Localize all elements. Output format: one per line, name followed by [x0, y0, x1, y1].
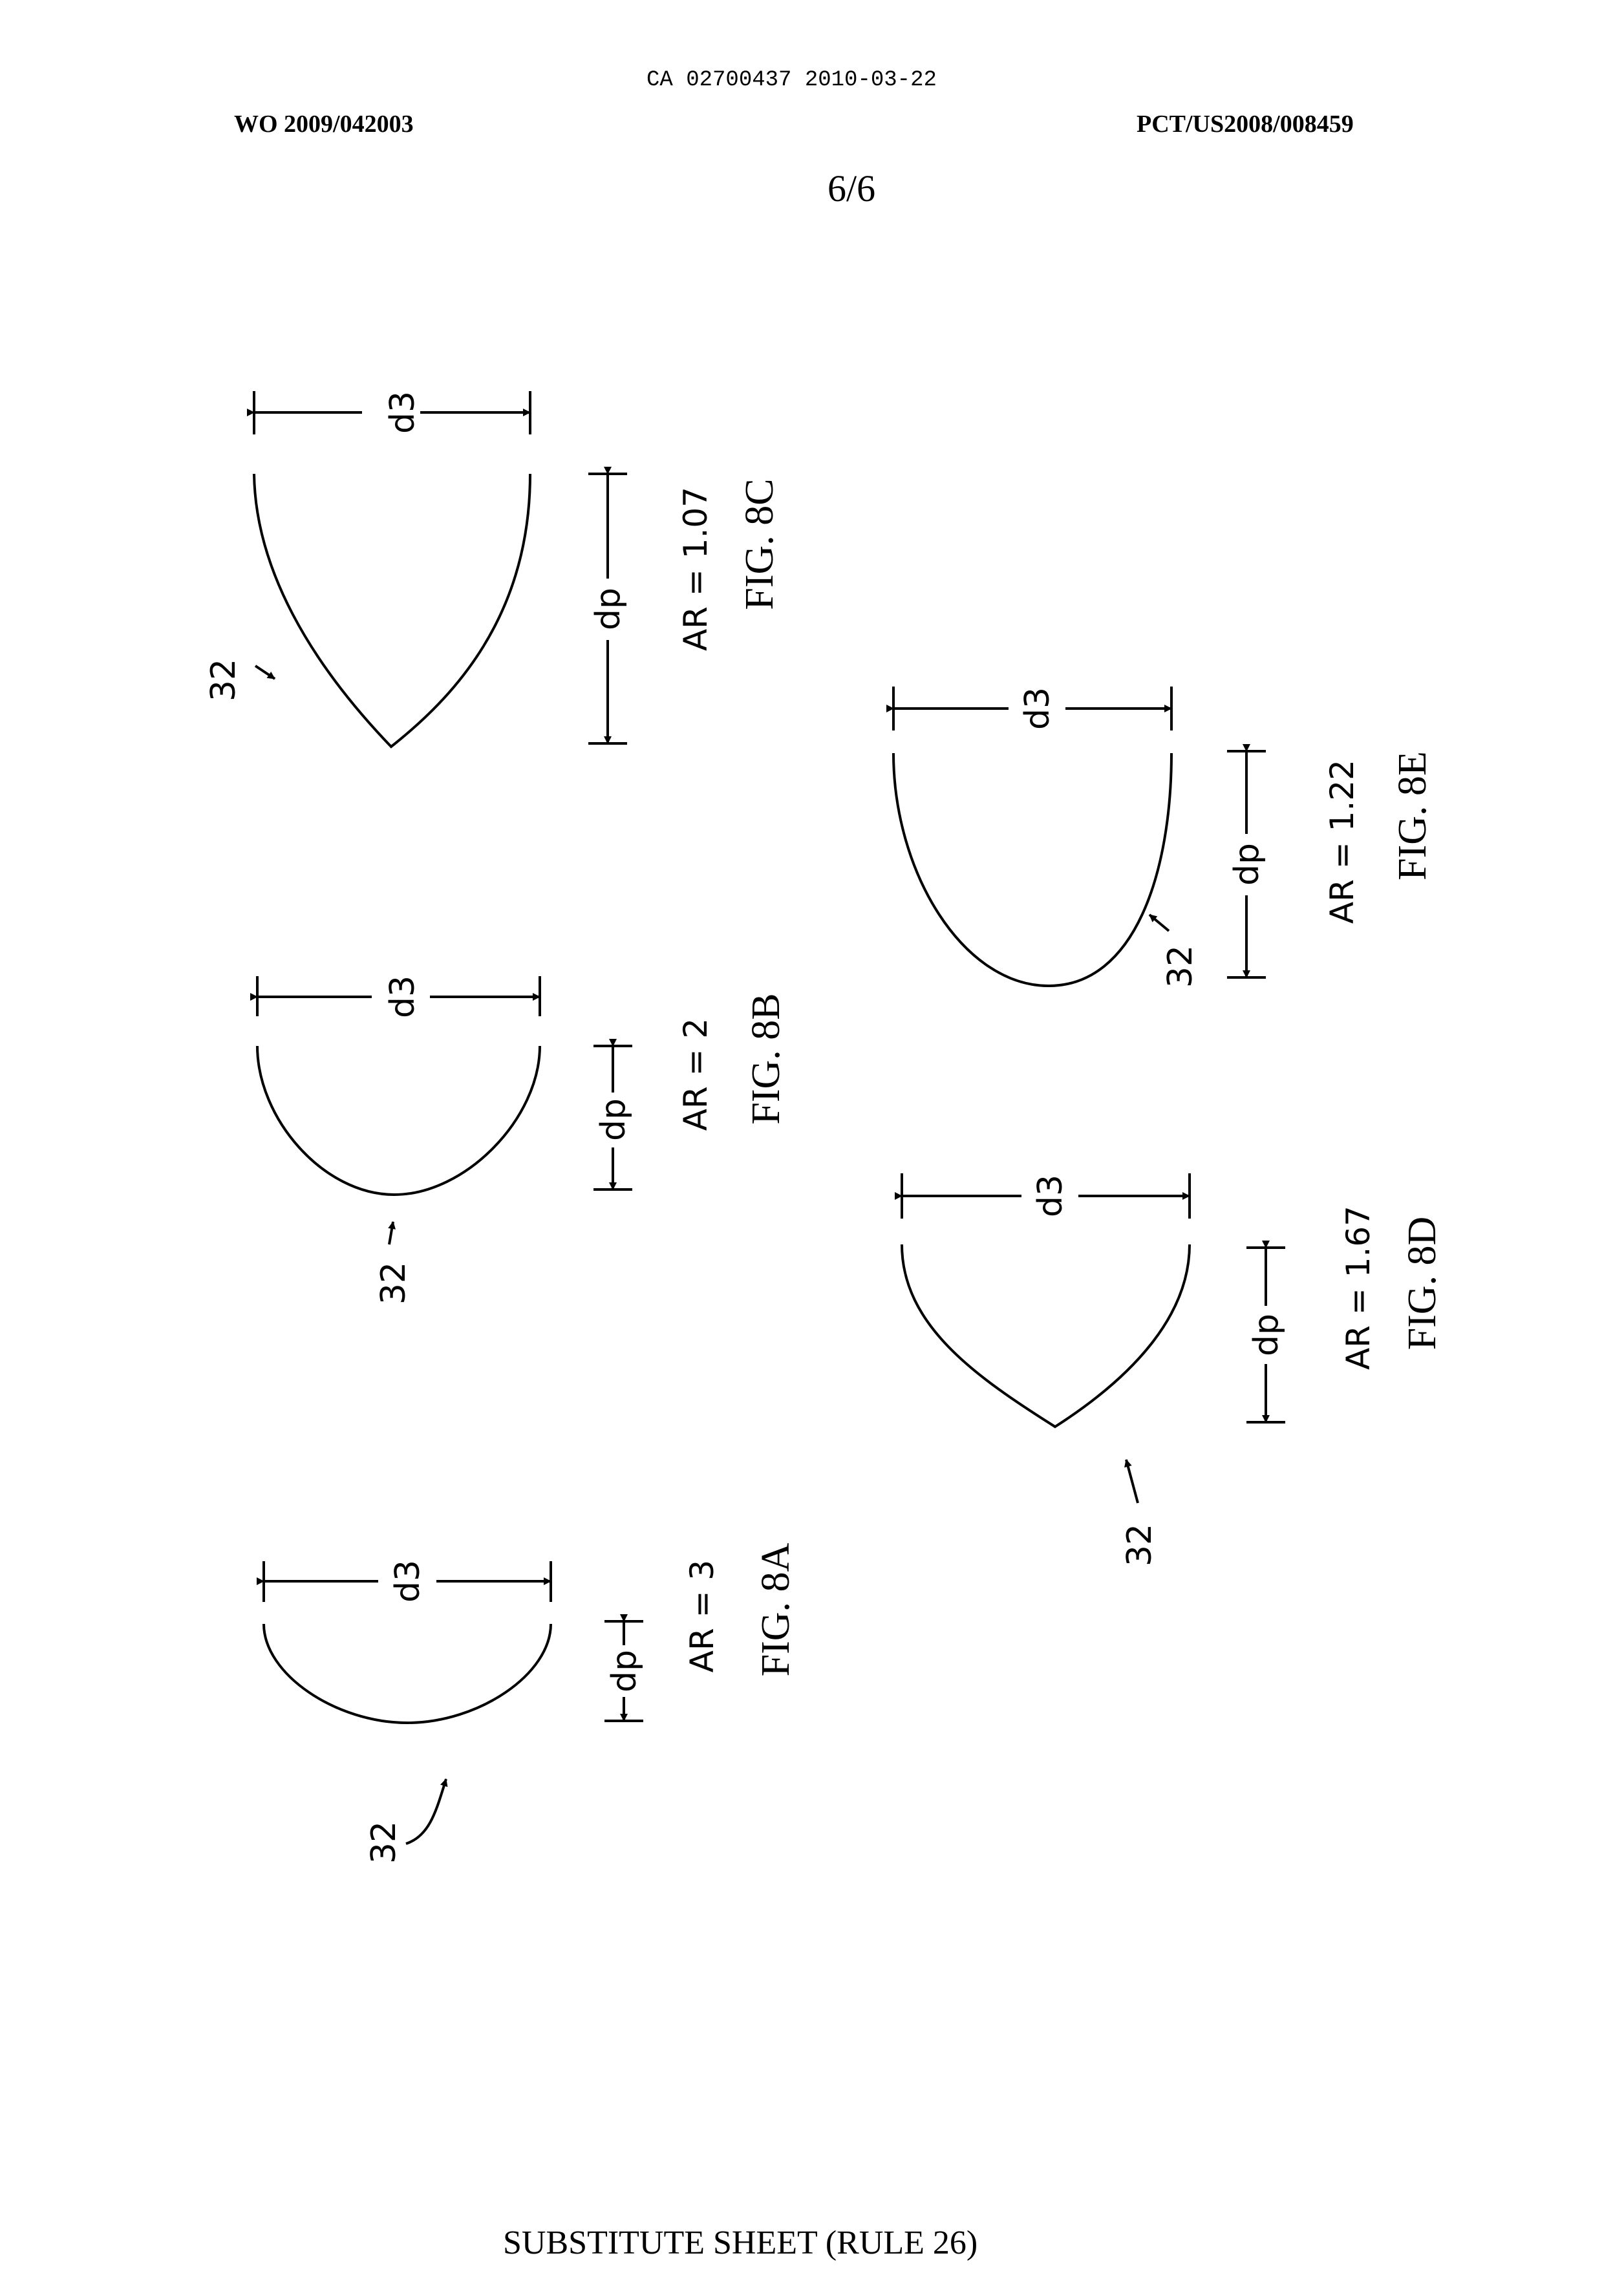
fig-8d-ogive-profile — [902, 1244, 1190, 1427]
fig-8d-labels: d3 dp 32 AR = 1.67 FIG. 8D — [1031, 1175, 1444, 1566]
fig-8a-labels: d3 dp 32 AR = 3 FIG. 8A — [365, 1542, 798, 1864]
fig-8e-width-label: d3 — [1018, 687, 1057, 730]
fig-8c-labels: d3 dp 32 AR = 1.07 FIG. 8C — [204, 391, 782, 701]
fig-8d-aspect-ratio: AR = 1.67 — [1340, 1206, 1377, 1370]
figure-8d — [902, 1173, 1285, 1503]
fig-8c-ogive-profile — [254, 474, 530, 747]
fig-8a-ref-numeral: 32 — [365, 1821, 403, 1864]
fig-8c-depth-label: dp — [589, 588, 628, 630]
fig-8b-labels: d3 dp 32 AR = 2 FIG. 8B — [374, 976, 788, 1305]
fig-8a-width-label: d3 — [389, 1560, 427, 1603]
fig-8a-title: FIG. 8A — [754, 1542, 798, 1676]
fig-8b-profile — [257, 1046, 540, 1195]
fig-8b-width-label: d3 — [383, 976, 422, 1018]
fig-8c-ref-numeral: 32 — [204, 659, 243, 701]
fig-8a-depth-label: dp — [605, 1650, 644, 1692]
fig-8e-profile — [893, 753, 1171, 986]
fig-8d-title: FIG. 8D — [1400, 1217, 1444, 1350]
fig-8a-aspect-ratio: AR = 3 — [683, 1560, 721, 1672]
fig-8e-labels: d3 dp 32 AR = 1.22 FIG. 8E — [1018, 687, 1435, 988]
figure-8a — [264, 1561, 643, 1844]
fig-8e-aspect-ratio: AR = 1.22 — [1323, 760, 1361, 924]
fig-8e-title: FIG. 8E — [1391, 751, 1435, 880]
fig-8b-ref-numeral: 32 — [374, 1262, 413, 1305]
footer-substitute-sheet: SUBSTITUTE SHEET (RULE 26) — [503, 2224, 978, 2262]
fig-8e-depth-label: dp — [1228, 843, 1266, 886]
fig-8b-title: FIG. 8B — [744, 993, 788, 1124]
fig-8d-depth-label: dp — [1247, 1314, 1286, 1356]
fig-8d-width-label: d3 — [1031, 1175, 1070, 1217]
fig-8c-aspect-ratio: AR = 1.07 — [677, 487, 714, 651]
fig-8c-width-label: d3 — [383, 391, 422, 434]
figure-8e — [893, 687, 1266, 986]
fig-8e-ref-numeral: 32 — [1161, 945, 1200, 988]
figure-8b — [257, 976, 632, 1244]
fig-8d-ref-numeral: 32 — [1120, 1524, 1159, 1566]
fig-8c-title: FIG. 8C — [738, 478, 782, 610]
figure-8c — [254, 391, 627, 747]
fig-8b-aspect-ratio: AR = 2 — [677, 1018, 714, 1131]
fig-8b-depth-label: dp — [594, 1098, 633, 1141]
fig-8a-profile — [264, 1624, 551, 1723]
